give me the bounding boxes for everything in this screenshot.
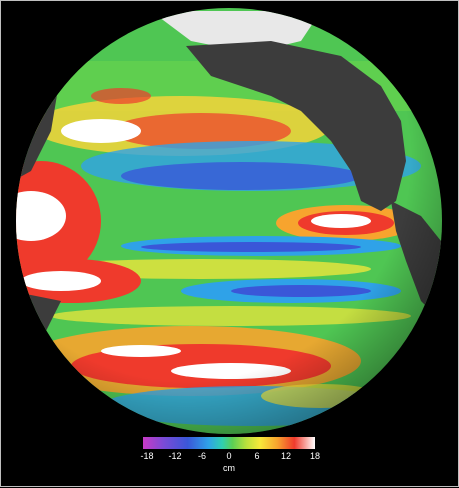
legend-tick: -6 — [197, 451, 207, 461]
legend-unit: cm — [223, 463, 235, 473]
legend-tick: 12 — [280, 451, 292, 461]
legend-tick: 0 — [226, 451, 232, 461]
legend-tick: -12 — [168, 451, 182, 461]
legend-color-bar — [143, 437, 315, 449]
color-legend: -18 -12 -6 0 6 12 18 cm — [139, 437, 325, 481]
legend-tick: 6 — [254, 451, 260, 461]
legend-tick: -18 — [140, 451, 154, 461]
legend-tick: 18 — [309, 451, 321, 461]
